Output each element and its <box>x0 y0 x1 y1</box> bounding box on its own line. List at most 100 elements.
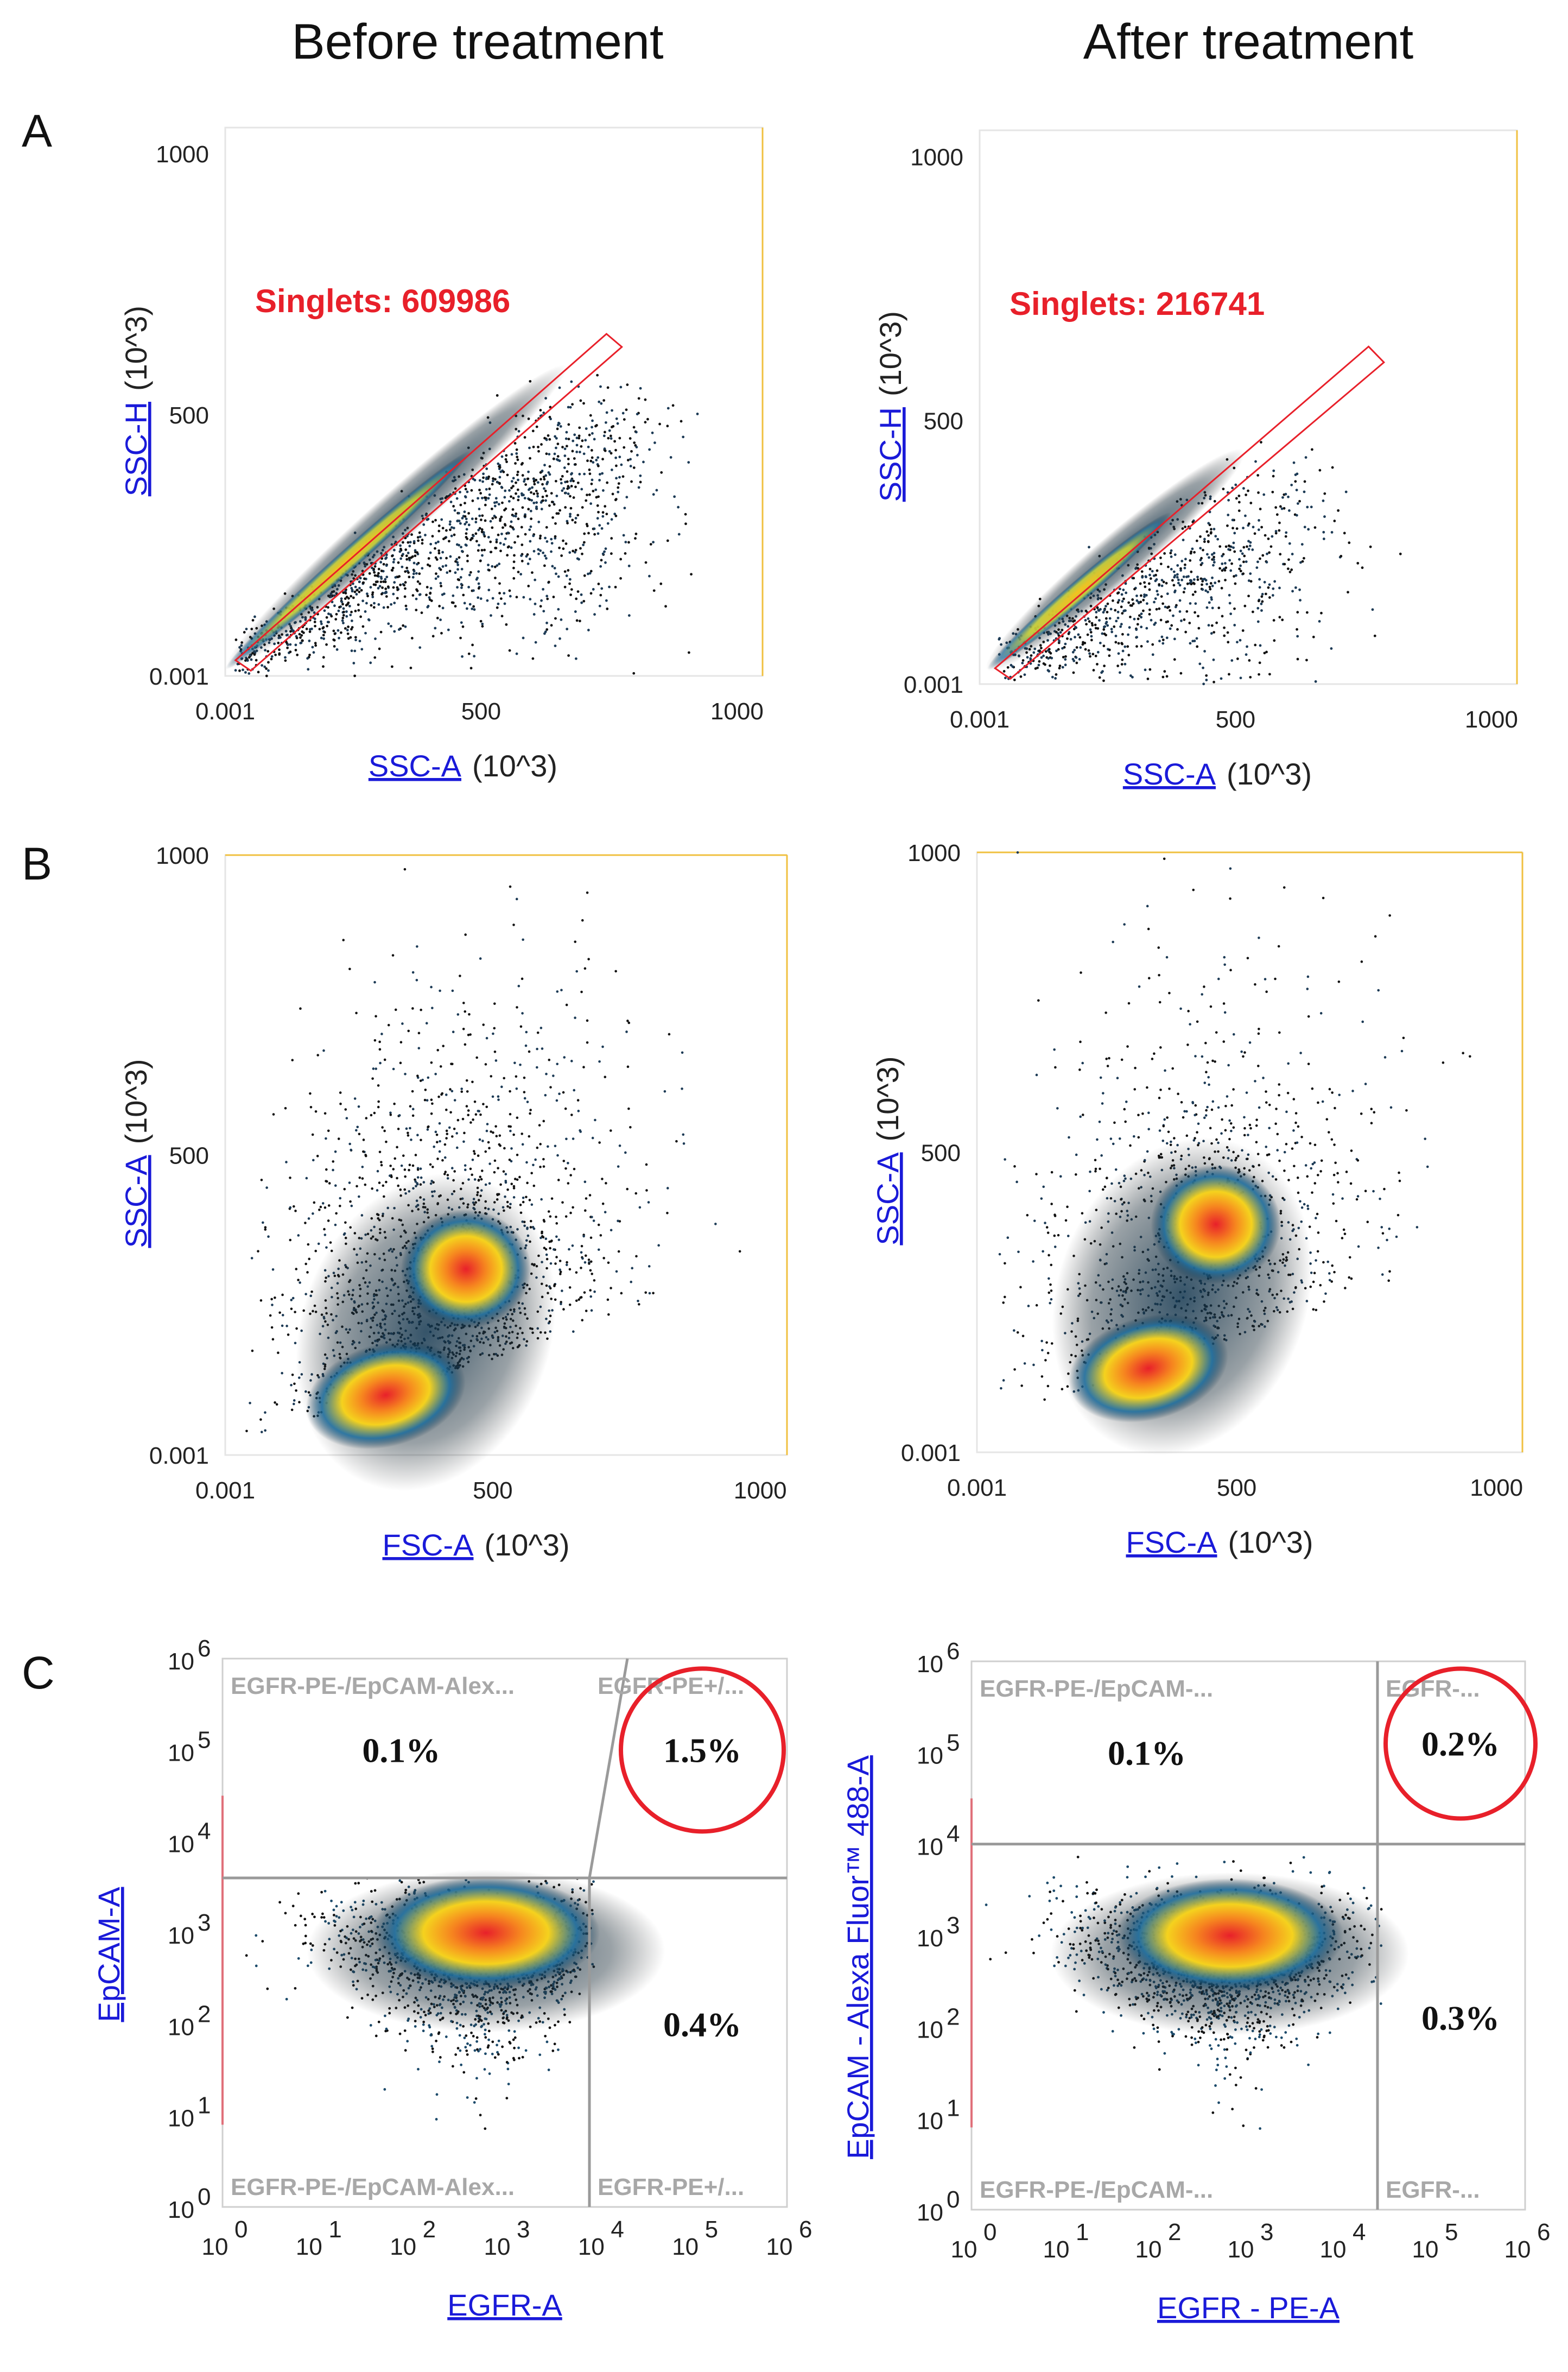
y-tick-label: 0.001 <box>904 672 963 698</box>
event-dot <box>682 435 685 439</box>
event-dot <box>490 1075 493 1078</box>
event-dot <box>1203 985 1205 988</box>
event-dot <box>1194 590 1197 593</box>
event-dot <box>579 1130 582 1133</box>
event-dot <box>314 1110 318 1113</box>
event-dot <box>557 1238 561 1241</box>
event-dot <box>431 635 435 638</box>
event-dot <box>472 1150 475 1153</box>
event-dot <box>1210 632 1213 635</box>
event-dot <box>431 520 434 523</box>
event-dot <box>1140 612 1143 616</box>
event-dot <box>1106 624 1109 627</box>
event-dot <box>510 495 512 498</box>
event-dot <box>510 486 513 490</box>
event-dot <box>459 975 461 977</box>
event-dot <box>289 643 292 646</box>
event-dot <box>281 1293 284 1296</box>
event-dot <box>385 595 388 598</box>
event-dot <box>522 596 525 599</box>
y-tick-label: 500 <box>924 408 963 434</box>
event-dot <box>434 627 437 630</box>
event-dot <box>402 553 404 556</box>
event-dot <box>314 644 318 647</box>
event-dot <box>503 509 506 511</box>
event-dot <box>1151 643 1154 646</box>
event-dot <box>437 529 441 533</box>
event-dot <box>327 1129 330 1133</box>
event-dot <box>634 537 637 540</box>
event-dot <box>1274 532 1278 535</box>
event-dot <box>504 1179 507 1182</box>
event-dot <box>604 547 607 551</box>
event-dot <box>494 1059 498 1062</box>
event-dot <box>489 520 492 523</box>
event-dot <box>1268 596 1271 599</box>
event-dot <box>574 485 577 489</box>
event-dot <box>529 598 532 601</box>
event-dot <box>604 421 607 424</box>
event-dot <box>1163 1118 1166 1121</box>
event-dot <box>1159 1046 1162 1049</box>
event-dot <box>631 1267 634 1270</box>
event-dot <box>1108 648 1111 651</box>
event-dot <box>361 625 365 628</box>
event-dot <box>270 1298 273 1301</box>
event-dot <box>582 402 585 405</box>
event-dot <box>250 1257 253 1260</box>
event-dot <box>427 563 429 566</box>
event-dot <box>509 1090 511 1093</box>
event-dot <box>440 631 443 635</box>
event-dot <box>1205 530 1209 533</box>
event-dot <box>603 447 606 450</box>
event-dot <box>356 1185 358 1188</box>
event-dot <box>264 1228 267 1231</box>
event-dot <box>1055 673 1058 676</box>
event-dot <box>353 649 357 653</box>
event-dot <box>1201 583 1203 586</box>
event-dot <box>606 386 610 389</box>
event-dot <box>558 1260 562 1262</box>
event-dot <box>1224 579 1227 581</box>
event-dot <box>1294 473 1297 476</box>
event-dot <box>1223 562 1227 565</box>
event-dot <box>299 636 302 639</box>
event-dot <box>658 422 661 426</box>
event-dot <box>1140 644 1143 648</box>
event-dot <box>615 477 618 480</box>
event-dot <box>645 1163 648 1166</box>
event-dot <box>1395 1235 1398 1238</box>
event-dot <box>1238 567 1241 571</box>
event-dot <box>1237 509 1241 513</box>
event-dot <box>1239 638 1242 642</box>
event-dot <box>1247 594 1250 598</box>
event-dot <box>387 622 390 625</box>
event-dot <box>498 582 501 585</box>
event-dot <box>1189 559 1192 562</box>
event-dot <box>474 532 478 535</box>
event-dot <box>545 594 549 598</box>
event-dot <box>265 667 268 670</box>
event-dot <box>379 580 383 584</box>
event-dot <box>1131 675 1134 679</box>
event-dot <box>428 596 431 599</box>
event-dot <box>491 483 494 486</box>
event-dot <box>492 1032 494 1035</box>
event-dot <box>590 482 593 485</box>
event-dot <box>516 1153 519 1156</box>
x-tick-label: 500 <box>461 698 501 725</box>
event-dot <box>1106 1176 1108 1179</box>
event-dot <box>1271 535 1274 538</box>
event-dot <box>1073 649 1076 651</box>
event-dot <box>416 580 420 583</box>
event-dot <box>515 492 517 495</box>
event-dot <box>356 1125 359 1129</box>
event-dot <box>379 1061 382 1065</box>
event-dot <box>535 478 538 482</box>
event-dot <box>355 1011 358 1015</box>
event-dot <box>491 597 494 600</box>
event-dot <box>449 528 452 532</box>
event-dot <box>1257 599 1260 603</box>
event-dot <box>601 1178 604 1180</box>
event-dot <box>234 669 237 672</box>
